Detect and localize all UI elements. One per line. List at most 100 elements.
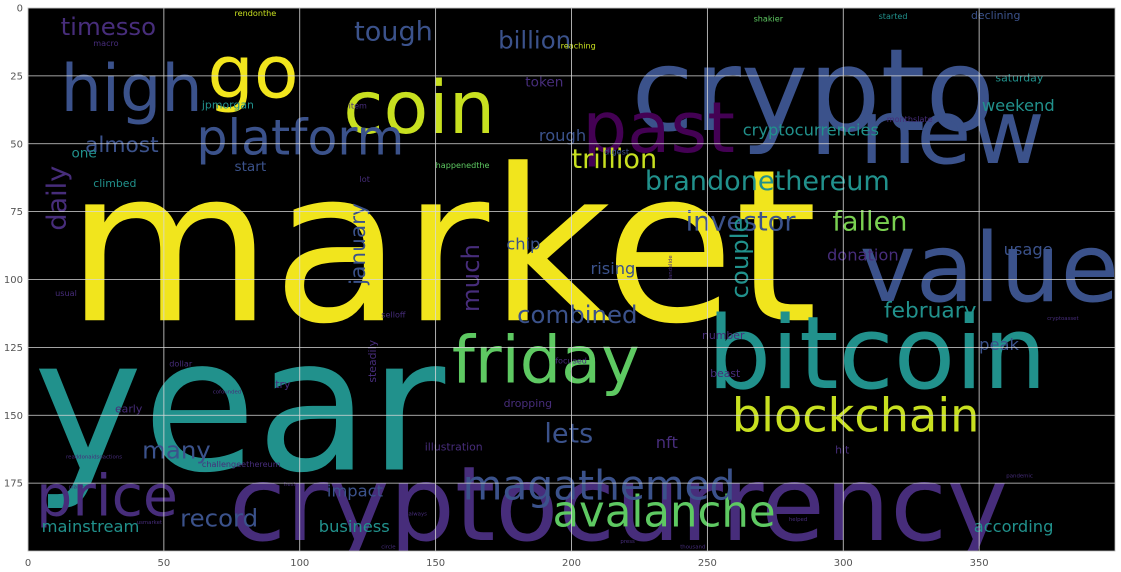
cloud-word: one xyxy=(71,145,96,161)
cloud-word: donation xyxy=(827,245,899,264)
cloud-word: started xyxy=(879,11,908,21)
cloud-word: avalanche xyxy=(552,488,775,538)
cloud-word: past xyxy=(582,86,735,169)
cloud-word: according xyxy=(974,517,1054,536)
cloud-word: reaching xyxy=(561,41,596,51)
cloud-word: shakier xyxy=(754,14,784,24)
x-axis-ticks: 0 50 100 150 200 250 300 350 xyxy=(25,558,989,569)
x-tick-label: 150 xyxy=(426,558,445,569)
cloud-word: timesso xyxy=(61,12,156,41)
cloud-word: trillion xyxy=(572,144,658,175)
cloud-word: declining xyxy=(971,9,1020,22)
cloud-word: price xyxy=(36,464,178,530)
cloud-word: lets xyxy=(544,418,593,449)
cloud-word: steadily xyxy=(366,339,379,382)
cloud-word: dropping xyxy=(504,397,552,410)
cloud-word: many xyxy=(142,436,211,465)
cloud-word: pandemic xyxy=(1006,474,1033,480)
cloud-word: tough xyxy=(354,17,433,48)
x-tick-label: 250 xyxy=(698,558,717,569)
cloud-word: saturday xyxy=(995,71,1043,84)
y-tick-label: 75 xyxy=(10,207,23,218)
cloud-word: happenedthe xyxy=(436,160,490,170)
cloud-word: daily xyxy=(42,166,73,231)
cloud-word: go xyxy=(207,31,298,116)
cloud-word: new xyxy=(860,81,1045,185)
cloud-word: chip xyxy=(506,235,540,254)
cloud-word: billion xyxy=(498,26,571,55)
cloud-word: mainstream xyxy=(42,517,140,536)
cloud-word: rough xyxy=(539,126,586,145)
cloud-word: year xyxy=(33,299,445,514)
cloud-word: friday xyxy=(452,323,640,399)
cloud-word: usmarket xyxy=(137,520,162,526)
grid-lines xyxy=(28,8,1115,551)
cloud-word: lot xyxy=(360,174,370,184)
cloud-word: nft xyxy=(656,433,678,452)
plot-frame xyxy=(27,7,1116,552)
cloud-word: almost xyxy=(85,133,159,158)
cloud-word: thousand xyxy=(680,544,705,550)
cloud-word: cryptocurrencies xyxy=(743,121,879,140)
cloud-word: number xyxy=(702,329,745,342)
cloud-word: press xyxy=(620,539,635,545)
cloud-word: hit xyxy=(835,443,850,456)
cloud-word: challengeethereum xyxy=(202,459,281,469)
cloud-word: market xyxy=(66,123,818,370)
cloud-word: readdonaidsoactions xyxy=(66,455,122,461)
cloud-word: peak xyxy=(979,335,1019,354)
x-tick-label: 0 xyxy=(25,558,31,569)
cloud-word: cofounded xyxy=(213,390,241,396)
cloud-word: item xyxy=(349,100,367,110)
cloud-word: brandonethereum xyxy=(645,166,890,197)
cloud-word: fresh xyxy=(283,482,297,488)
cloud-word: helped xyxy=(789,517,807,523)
cloud-word: illustration xyxy=(425,441,483,454)
cloud-word: plane xyxy=(69,485,85,491)
cloud-word: selloff xyxy=(381,310,406,320)
cloud-word: cryptoasset xyxy=(1047,316,1079,322)
cloud-word: combined xyxy=(517,300,637,329)
cloud-word: weekend xyxy=(982,96,1055,115)
cloud-word: circle xyxy=(381,544,396,550)
cloud-word: dollar xyxy=(169,358,193,368)
x-tick-label: 200 xyxy=(562,558,581,569)
cloud-word: climbed xyxy=(93,177,136,190)
cloud-word: coin xyxy=(343,66,495,151)
cloud-word: beast xyxy=(710,367,741,380)
x-tick-label: 300 xyxy=(834,558,853,569)
cloud-word: jpmorgan xyxy=(201,98,254,111)
cloud-word: macro xyxy=(93,38,118,48)
cloud-word: usage xyxy=(1004,240,1053,259)
y-tick-label: 0 xyxy=(17,4,23,15)
cloud-word: january xyxy=(346,203,371,286)
x-tick-label: 50 xyxy=(158,558,171,569)
cloud-word: magathemed xyxy=(463,461,736,509)
cloud-word: usual xyxy=(55,288,77,298)
cloud-word: token xyxy=(525,75,563,91)
x-tick-label: 100 xyxy=(290,558,309,569)
x-tick-label: 350 xyxy=(970,558,989,569)
cloud-word: landslide xyxy=(668,255,674,280)
cloud-word: value xyxy=(860,214,1119,324)
y-tick-label: 175 xyxy=(4,479,23,490)
cloud-word: impact xyxy=(327,482,383,501)
cloud-word: couple xyxy=(725,217,754,298)
cloud-word: always xyxy=(408,512,427,518)
cloud-word: cryptocurrency xyxy=(229,445,1008,565)
cloud-word: early xyxy=(115,403,143,416)
y-tick-label: 150 xyxy=(4,411,23,422)
cloud-word: digest xyxy=(604,147,629,157)
cloud-word: start xyxy=(235,159,267,175)
cloud-word: rendonthe xyxy=(235,8,277,18)
cloud-word: crypto xyxy=(631,24,995,157)
cloud-word: rising xyxy=(591,259,636,278)
y-tick-label: 100 xyxy=(4,275,23,286)
cloud-word: high xyxy=(61,51,203,127)
cloud-word: monthslate xyxy=(887,114,933,124)
y-tick-label: 25 xyxy=(10,71,23,82)
y-axis-ticks: 0 25 50 75 100 125 150 175 xyxy=(4,4,23,490)
cloud-word: business xyxy=(319,517,390,536)
